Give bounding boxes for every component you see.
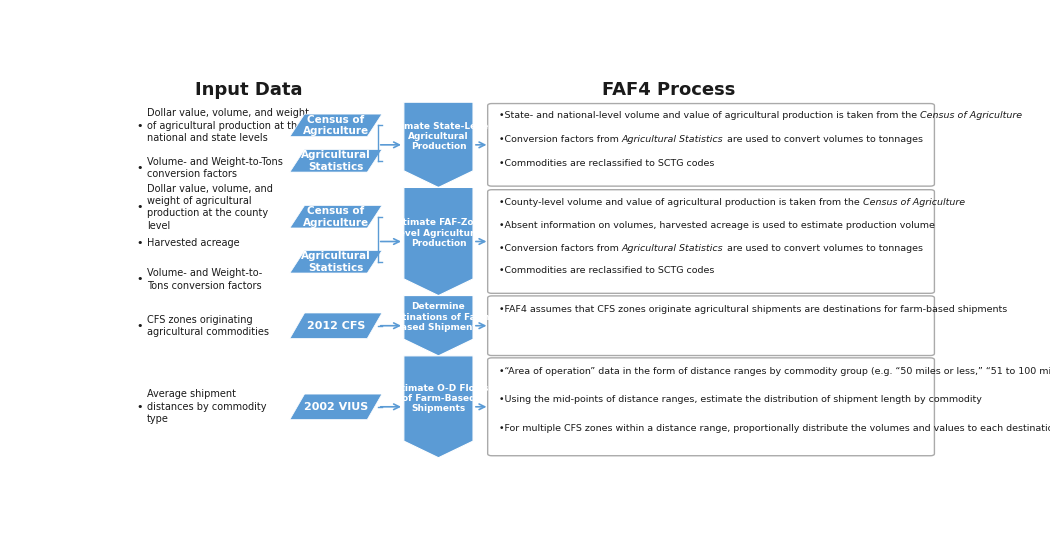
Text: Census of Agriculture: Census of Agriculture [920,111,1023,120]
Text: Agricultural Statistics: Agricultural Statistics [622,136,723,144]
Text: •Using the mid-points of distance ranges, estimate the distribution of shipment : •Using the mid-points of distance ranges… [499,395,982,404]
Text: are used to convert volumes to tonnages: are used to convert volumes to tonnages [723,136,923,144]
Text: Agricultural Statistics: Agricultural Statistics [622,244,723,253]
Text: •Commodities are reclassified to SCTG codes: •Commodities are reclassified to SCTG co… [499,159,714,168]
Polygon shape [290,150,382,172]
Text: •: • [136,202,143,212]
Text: •State- and national-level volume and value of agricultural production is taken : •State- and national-level volume and va… [499,111,920,120]
Text: •Absent information on volumes, harvested acreage is used to estimate production: •Absent information on volumes, harveste… [499,221,934,230]
Text: •: • [136,402,143,412]
Text: Census of Agriculture: Census of Agriculture [863,198,965,207]
FancyBboxPatch shape [487,296,934,355]
Text: Determine
Destinations of Farm-
Based Shipments: Determine Destinations of Farm- Based Sh… [383,302,494,332]
Text: •“Area of operation” data in the form of distance ranges by commodity group (e.g: •“Area of operation” data in the form of… [499,367,1050,376]
Text: Volume- and Weight-to-
Tons conversion factors: Volume- and Weight-to- Tons conversion f… [147,268,261,291]
Polygon shape [404,295,472,356]
Text: FAF4 Process: FAF4 Process [602,82,735,99]
Polygon shape [290,114,382,137]
Text: Estimate State-Level
Agricultural
Production: Estimate State-Level Agricultural Produc… [385,122,491,151]
Text: Harvested acreage: Harvested acreage [147,238,239,248]
Text: are used to convert volumes to tonnages: are used to convert volumes to tonnages [723,244,923,253]
FancyBboxPatch shape [487,104,934,186]
Text: Agricultural
Statistics: Agricultural Statistics [301,150,371,172]
Text: 2002 VIUS: 2002 VIUS [303,402,369,412]
Text: CFS zones originating
agricultural commodities: CFS zones originating agricultural commo… [147,314,269,337]
Text: Average shipment
distances by commodity
type: Average shipment distances by commodity … [147,389,267,424]
Text: •: • [136,321,143,330]
Polygon shape [290,206,382,228]
FancyBboxPatch shape [487,358,934,456]
Polygon shape [290,251,382,273]
Text: •: • [136,238,143,248]
Text: Agricultural
Statistics: Agricultural Statistics [301,251,371,273]
Polygon shape [404,102,472,187]
Text: •: • [136,120,143,131]
Polygon shape [290,394,382,420]
Polygon shape [404,356,472,458]
Text: Estimate O-D Flows
of Farm-Based
Shipments: Estimate O-D Flows of Farm-Based Shipmen… [388,383,488,414]
Text: •Conversion factors from: •Conversion factors from [499,136,622,144]
Text: Dollar value, volume, and weight
of agricultural production at the
national and : Dollar value, volume, and weight of agri… [147,108,309,143]
Text: Dollar value, volume, and
weight of agricultural
production at the county
level: Dollar value, volume, and weight of agri… [147,184,273,231]
Text: •: • [136,274,143,285]
Text: •Conversion factors from: •Conversion factors from [499,244,622,253]
Polygon shape [290,313,382,339]
Text: Volume- and Weight-to-Tons
conversion factors: Volume- and Weight-to-Tons conversion fa… [147,157,282,179]
Polygon shape [404,187,472,295]
FancyBboxPatch shape [487,190,934,293]
Text: •: • [136,163,143,173]
Text: 2012 CFS: 2012 CFS [307,321,365,330]
Text: •For multiple CFS zones within a distance range, proportionally distribute the v: •For multiple CFS zones within a distanc… [499,424,1050,433]
Text: •Commodities are reclassified to SCTG codes: •Commodities are reclassified to SCTG co… [499,266,714,275]
Text: Census of
Agriculture: Census of Agriculture [302,114,369,136]
Text: Estimate FAF-Zone
Level Agricultural
Production: Estimate FAF-Zone Level Agricultural Pro… [391,218,486,248]
Text: •FAF4 assumes that CFS zones originate agricultural shipments are destinations f: •FAF4 assumes that CFS zones originate a… [499,306,1007,314]
Text: •County-level volume and value of agricultural production is taken from the: •County-level volume and value of agricu… [499,198,863,207]
Text: Input Data: Input Data [195,82,303,99]
Text: Census of
Agriculture: Census of Agriculture [302,206,369,227]
